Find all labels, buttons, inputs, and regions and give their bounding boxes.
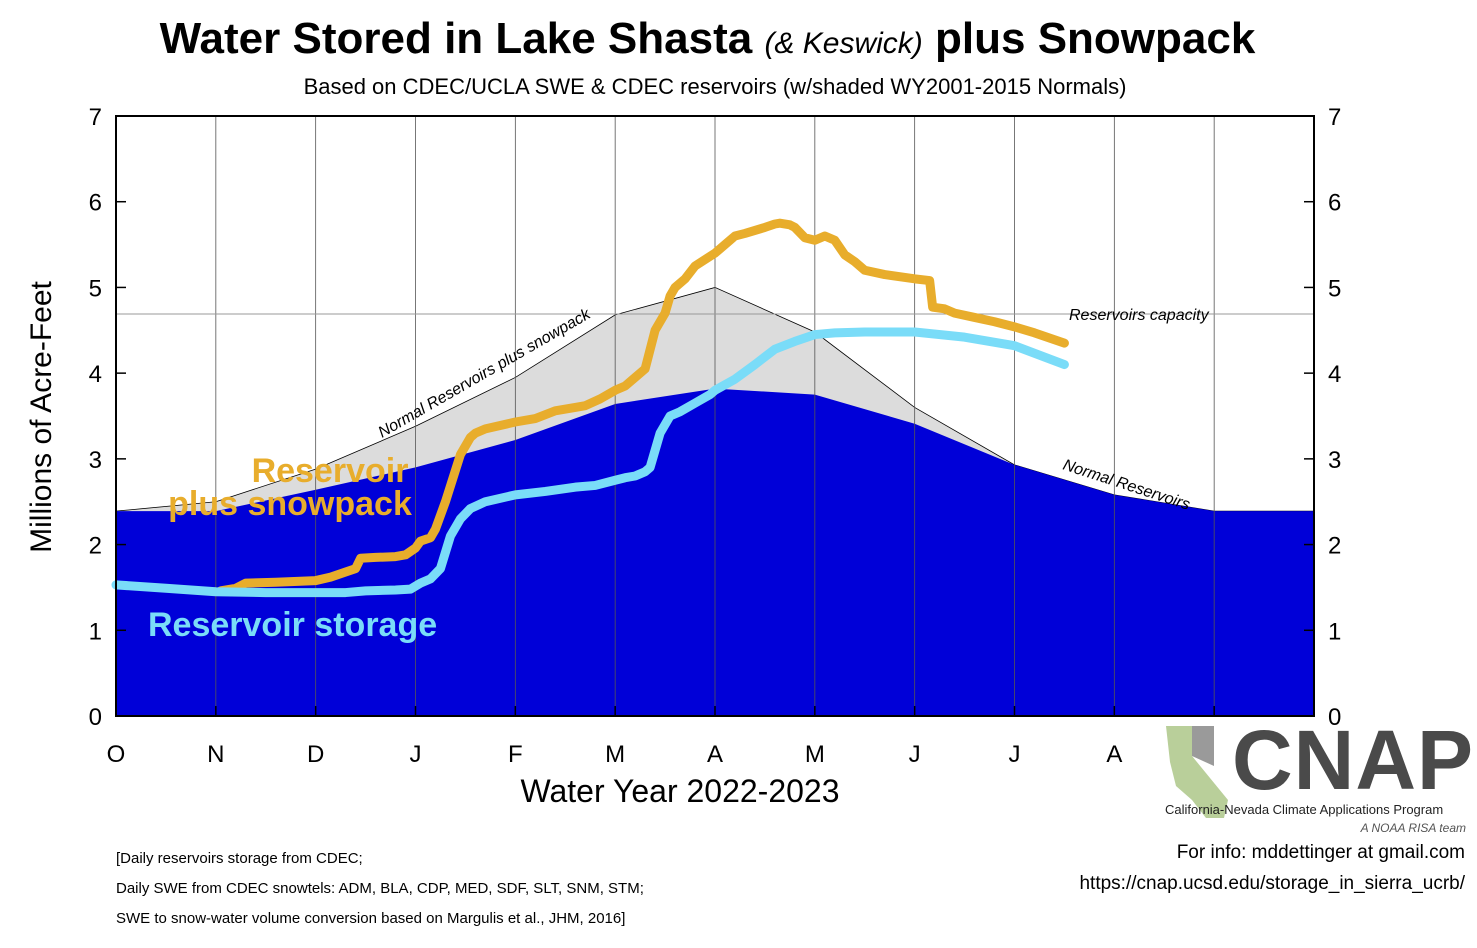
logo-program: California-Nevada Climate Applications P… <box>1165 802 1444 817</box>
xtick-label-6: A <box>707 741 723 768</box>
california-nevada-map-icon <box>1166 726 1228 818</box>
ytick-label-left-4: 4 <box>89 361 102 388</box>
x-axis-title: Water Year 2022-2023 <box>520 773 839 809</box>
xtick-label-8: J <box>909 741 921 768</box>
footnote-3: SWE to snow-water volume conversion base… <box>116 910 626 927</box>
title-italic: (& Keswick) <box>764 27 923 60</box>
footnote-1: [Daily reservoirs storage from CDEC; <box>116 850 363 867</box>
ytick-label-right-2: 2 <box>1328 533 1341 560</box>
title-end: plus Snowpack <box>935 14 1256 63</box>
logo-team: A NOAA RISA team <box>1360 821 1466 835</box>
xtick-label-5: M <box>605 741 625 768</box>
ytick-label-right-4: 4 <box>1328 361 1341 388</box>
xtick-label-9: J <box>1009 741 1021 768</box>
ytick-label-left-3: 3 <box>89 447 102 474</box>
info-url[interactable]: https://cnap.ucsd.edu/storage_in_sierra_… <box>1079 873 1465 894</box>
xtick-label-4: F <box>508 741 523 768</box>
cnap-logo: CNAP California-Nevada Climate Applicati… <box>1160 713 1473 838</box>
ytick-label-left-5: 5 <box>89 275 102 302</box>
ytick-label-right-7: 7 <box>1328 104 1341 131</box>
ytick-label-right-3: 3 <box>1328 447 1341 474</box>
ytick-label-left-2: 2 <box>89 533 102 560</box>
y-axis-title: Millions of Acre-Feet <box>25 280 58 552</box>
xtick-label-7: M <box>805 741 825 768</box>
ytick-label-left-0: 0 <box>89 704 102 731</box>
xtick-label-1: N <box>207 741 224 768</box>
ytick-label-left-7: 7 <box>89 104 102 131</box>
ytick-label-right-0: 0 <box>1328 704 1341 731</box>
annotation-reservoir-storage: Reservoir storage <box>148 606 437 644</box>
info-contact: For info: mddettinger at gmail.com <box>1176 842 1465 863</box>
ytick-label-right-6: 6 <box>1328 190 1341 217</box>
logo-name: CNAP <box>1232 713 1475 807</box>
annotation-reservoirs-capacity: Reservoirs capacity <box>1069 307 1210 324</box>
ytick-label-left-1: 1 <box>89 618 102 645</box>
ytick-label-right-5: 5 <box>1328 275 1341 302</box>
ytick-label-right-1: 1 <box>1328 618 1341 645</box>
footnote-2: Daily SWE from CDEC snowtels: ADM, BLA, … <box>116 880 644 897</box>
xtick-label-0: O <box>107 741 126 768</box>
chart-subtitle: Based on CDEC/UCLA SWE & CDEC reservoirs… <box>303 74 1127 99</box>
xtick-label-2: D <box>307 741 324 768</box>
xtick-label-3: J <box>410 741 422 768</box>
chart-title: Water Stored in Lake Shasta (& Keswick) … <box>0 14 1415 64</box>
line-reservoir-plus-snowpack <box>216 218 1069 596</box>
ytick-label-left-6: 6 <box>89 190 102 217</box>
line-reservoir-storage <box>111 327 1069 598</box>
title-main: Water Stored in Lake Shasta <box>159 14 753 63</box>
xtick-label-10: A <box>1106 741 1122 768</box>
annotation-reservoir: Reservoir <box>252 452 409 490</box>
annotation-plus-snowpack: plus snowpack <box>168 485 412 523</box>
